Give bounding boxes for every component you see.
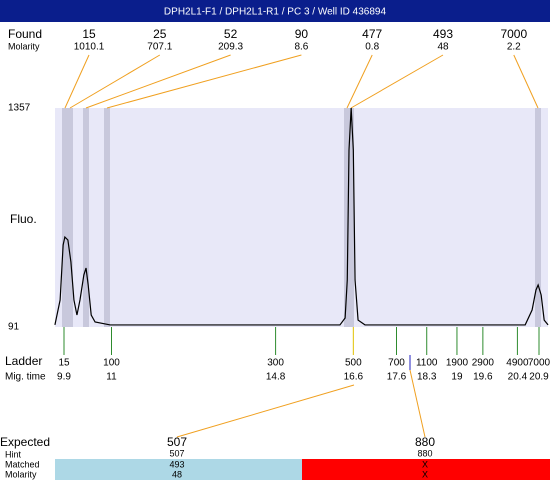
expected-leader [176,384,355,438]
found-size: 477 [362,27,382,41]
ladder-time: 11 [106,372,117,383]
found-molarity: 1010.1 [74,42,105,53]
peak-leader [350,54,444,109]
peak-band [104,108,110,327]
peak-band [83,108,89,327]
mig-time-label: Mig. time [5,372,46,383]
ladder-size: 7000 [528,358,550,369]
ladder-time: 14.8 [266,372,286,383]
ladder-time: 17.6 [387,372,407,383]
molarity-value: X [422,469,428,479]
ladder-size: 1900 [446,358,469,369]
peak-leader [69,54,161,109]
expected-leader [409,369,426,438]
peak-band [535,108,541,327]
molarity-label: Molarity [8,41,40,51]
title-bar [0,0,550,22]
ladder-time: 20.9 [529,372,549,383]
found-size: 90 [295,27,309,41]
found-molarity: 2.2 [507,42,521,53]
ladder-time: 9.9 [57,372,71,383]
found-molarity: 0.8 [365,42,379,53]
ladder-time: 20.4 [508,372,528,383]
peak-leader [64,54,90,109]
peak-leader [513,54,539,109]
hint-label: Hint [5,449,22,459]
matched-label: Matched [5,459,40,469]
ladder-time: 19.6 [473,372,493,383]
expected-size: 880 [415,435,435,449]
peak-band [67,108,73,327]
hint-value: 507 [169,448,184,458]
matched-value: X [422,459,428,469]
expected-label: Expected [0,435,50,449]
ladder-size: 500 [345,358,362,369]
ladder-size: 700 [388,358,405,369]
peak-band [62,108,68,327]
peak-leader [106,54,302,109]
ladder-size: 15 [58,358,70,369]
hint-value: 880 [417,448,432,458]
found-size: 493 [433,27,453,41]
exp-molarity-label: Molarity [5,469,37,479]
ladder-size: 2900 [472,358,495,369]
y-label: Fluo. [10,212,37,226]
found-size: 7000 [500,27,527,41]
matched-value: 493 [169,459,184,469]
ladder-time: 16.6 [344,372,364,383]
trace [54,107,549,326]
found-molarity: 209.3 [218,42,243,53]
ladder-time: 19 [451,372,463,383]
peak-band [348,108,354,327]
peak-band [344,108,350,327]
found-label: Found [8,27,42,41]
peak-leader [85,54,231,109]
ladder-label: Ladder [5,354,42,368]
title: DPH2L1-F1 / DPH2L1-R1 / PC 3 / Well ID 4… [164,7,387,18]
ladder-size: 4900 [506,358,529,369]
molarity-value: 48 [172,469,182,479]
unmatched-bar [302,459,550,480]
found-molarity: 707.1 [147,42,172,53]
ladder-time: 18.3 [417,372,437,383]
peak-leader [346,54,373,109]
y-tick-label: 91 [8,322,20,333]
y-tick-label: 1357 [8,103,31,114]
plot-area [55,108,548,327]
ladder-size: 100 [103,358,120,369]
found-molarity: 8.6 [294,42,308,53]
found-molarity: 48 [437,42,449,53]
expected-size: 507 [167,435,187,449]
found-size: 15 [82,27,96,41]
found-size: 52 [224,27,238,41]
ladder-size: 1100 [416,358,438,369]
matched-bar [55,459,302,480]
ladder-size: 300 [267,358,284,369]
found-size: 25 [153,27,167,41]
